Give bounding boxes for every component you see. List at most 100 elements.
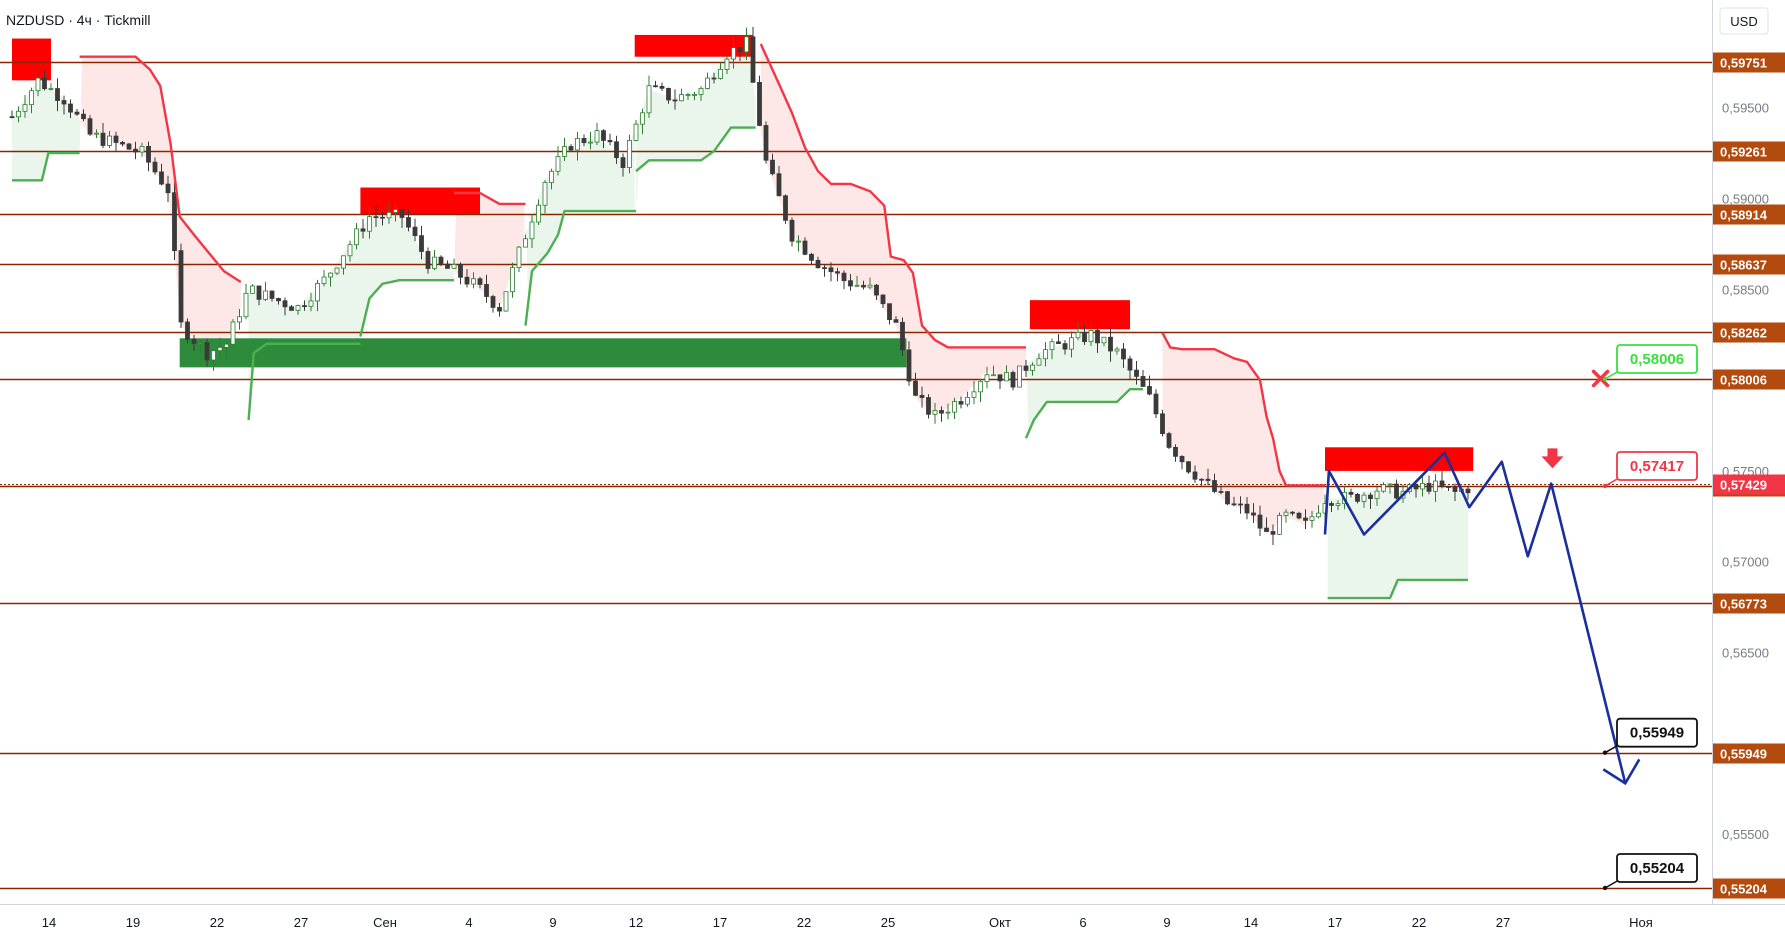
level-tag-bg-1 xyxy=(1713,141,1785,162)
trail-fill-up xyxy=(1327,485,1468,599)
time-tick-5: 4 xyxy=(465,915,472,930)
candle-body xyxy=(926,397,931,415)
candle-body xyxy=(9,116,15,119)
candle-body xyxy=(633,123,639,141)
candle-body xyxy=(321,276,327,284)
trail-line-4 xyxy=(454,191,526,206)
candle-body xyxy=(1173,447,1178,457)
candle-body xyxy=(464,276,470,285)
level-tag-1: 0,59261 xyxy=(1720,145,1767,160)
candle-body xyxy=(614,141,619,159)
candle-body xyxy=(529,221,535,240)
callout-box-1[interactable] xyxy=(1616,451,1698,481)
candle-body xyxy=(1082,332,1087,343)
trail-line-0 xyxy=(12,151,80,182)
candle-body xyxy=(1277,514,1282,535)
forecast-arrowhead xyxy=(1602,758,1641,786)
callout-box-2[interactable] xyxy=(1616,717,1698,748)
candle-body xyxy=(1017,365,1022,388)
trail-line-5 xyxy=(524,209,636,326)
candle-body xyxy=(35,77,41,92)
candle-body xyxy=(191,338,197,344)
candle-body xyxy=(919,394,925,398)
candle-body xyxy=(932,410,938,415)
candle-body xyxy=(809,253,814,261)
candle-body xyxy=(1309,516,1315,521)
candle-body xyxy=(393,209,398,213)
trail-line-layer xyxy=(12,43,1468,600)
candle-body xyxy=(451,264,457,269)
candle-body xyxy=(549,170,554,183)
time-tick-12: 6 xyxy=(1079,915,1086,930)
candle-body xyxy=(269,290,275,299)
candle-body xyxy=(438,256,444,265)
candle-body xyxy=(984,374,990,382)
candle-body xyxy=(536,204,541,223)
candle-body xyxy=(328,272,333,278)
candle-body xyxy=(789,219,795,242)
price-scale[interactable]: 0,595000,590000,585000,575000,570000,565… xyxy=(1722,101,1769,843)
candle-body xyxy=(542,182,548,206)
callout-box-0[interactable] xyxy=(1616,344,1698,374)
candle-body xyxy=(380,216,385,219)
supply-zone-1[interactable] xyxy=(360,187,480,215)
level-tag-0: 0,59751 xyxy=(1720,56,1767,71)
candle-body xyxy=(887,303,892,321)
supply-zone-2[interactable] xyxy=(634,34,753,57)
candle-body xyxy=(880,294,886,305)
candle-body xyxy=(360,228,366,232)
candle-body xyxy=(1166,433,1172,448)
candle-body xyxy=(1010,372,1016,388)
callout-box-3[interactable] xyxy=(1616,853,1698,883)
candle-body xyxy=(94,132,99,135)
candle-body xyxy=(601,130,606,141)
candle-body xyxy=(198,342,203,344)
candle-body xyxy=(185,321,190,340)
candle-body xyxy=(276,298,281,302)
candle-body xyxy=(243,292,249,318)
candle-body xyxy=(1114,348,1120,352)
candle-body xyxy=(1264,527,1269,532)
candle-body xyxy=(835,271,840,274)
candle-body xyxy=(107,135,112,146)
forecast-path[interactable] xyxy=(1323,451,1627,784)
candle-body xyxy=(965,396,970,405)
time-tick-14: 14 xyxy=(1244,915,1258,930)
candle-body xyxy=(159,171,164,185)
candle-body xyxy=(289,306,294,311)
candle-body xyxy=(640,112,645,125)
time-tick-17: 27 xyxy=(1496,915,1510,930)
supply-zone-4[interactable] xyxy=(1325,447,1474,471)
candle-body xyxy=(152,161,158,173)
callout-label-3: 0,55204 xyxy=(1630,860,1685,877)
candle-body xyxy=(679,94,684,102)
candle-body xyxy=(1075,332,1081,339)
supply-zone-3[interactable] xyxy=(1029,300,1130,330)
currency-button[interactable] xyxy=(1719,7,1769,35)
candle-body xyxy=(217,347,223,352)
candle-body xyxy=(432,256,437,269)
candle-body xyxy=(958,401,964,405)
candle-body xyxy=(568,146,574,151)
candle-body xyxy=(1316,512,1321,518)
candle-body xyxy=(1108,336,1113,352)
candle-body xyxy=(1251,512,1256,516)
supply-zone-0[interactable] xyxy=(12,38,51,81)
candle-body xyxy=(867,284,873,288)
candle-layer xyxy=(9,26,1471,545)
candle-body xyxy=(1036,358,1042,366)
candle-body xyxy=(146,145,151,163)
trail-fill-up xyxy=(1026,334,1143,433)
candle-body xyxy=(211,350,216,361)
candle-body xyxy=(581,138,587,144)
candle-body xyxy=(1023,365,1029,371)
candle-body xyxy=(1420,483,1425,490)
time-scale[interactable]: 14 19 22 27 Сен 4 9 12 17 22 25 Окт 6 9 14 17 22 27 Ноя xyxy=(42,915,1653,930)
candle-body xyxy=(373,216,379,219)
candle-body xyxy=(763,125,769,161)
candle-body xyxy=(971,391,977,398)
candle-body xyxy=(913,380,918,396)
price-tick-4: 0,57000 xyxy=(1722,555,1769,570)
candle-body xyxy=(1179,455,1185,463)
